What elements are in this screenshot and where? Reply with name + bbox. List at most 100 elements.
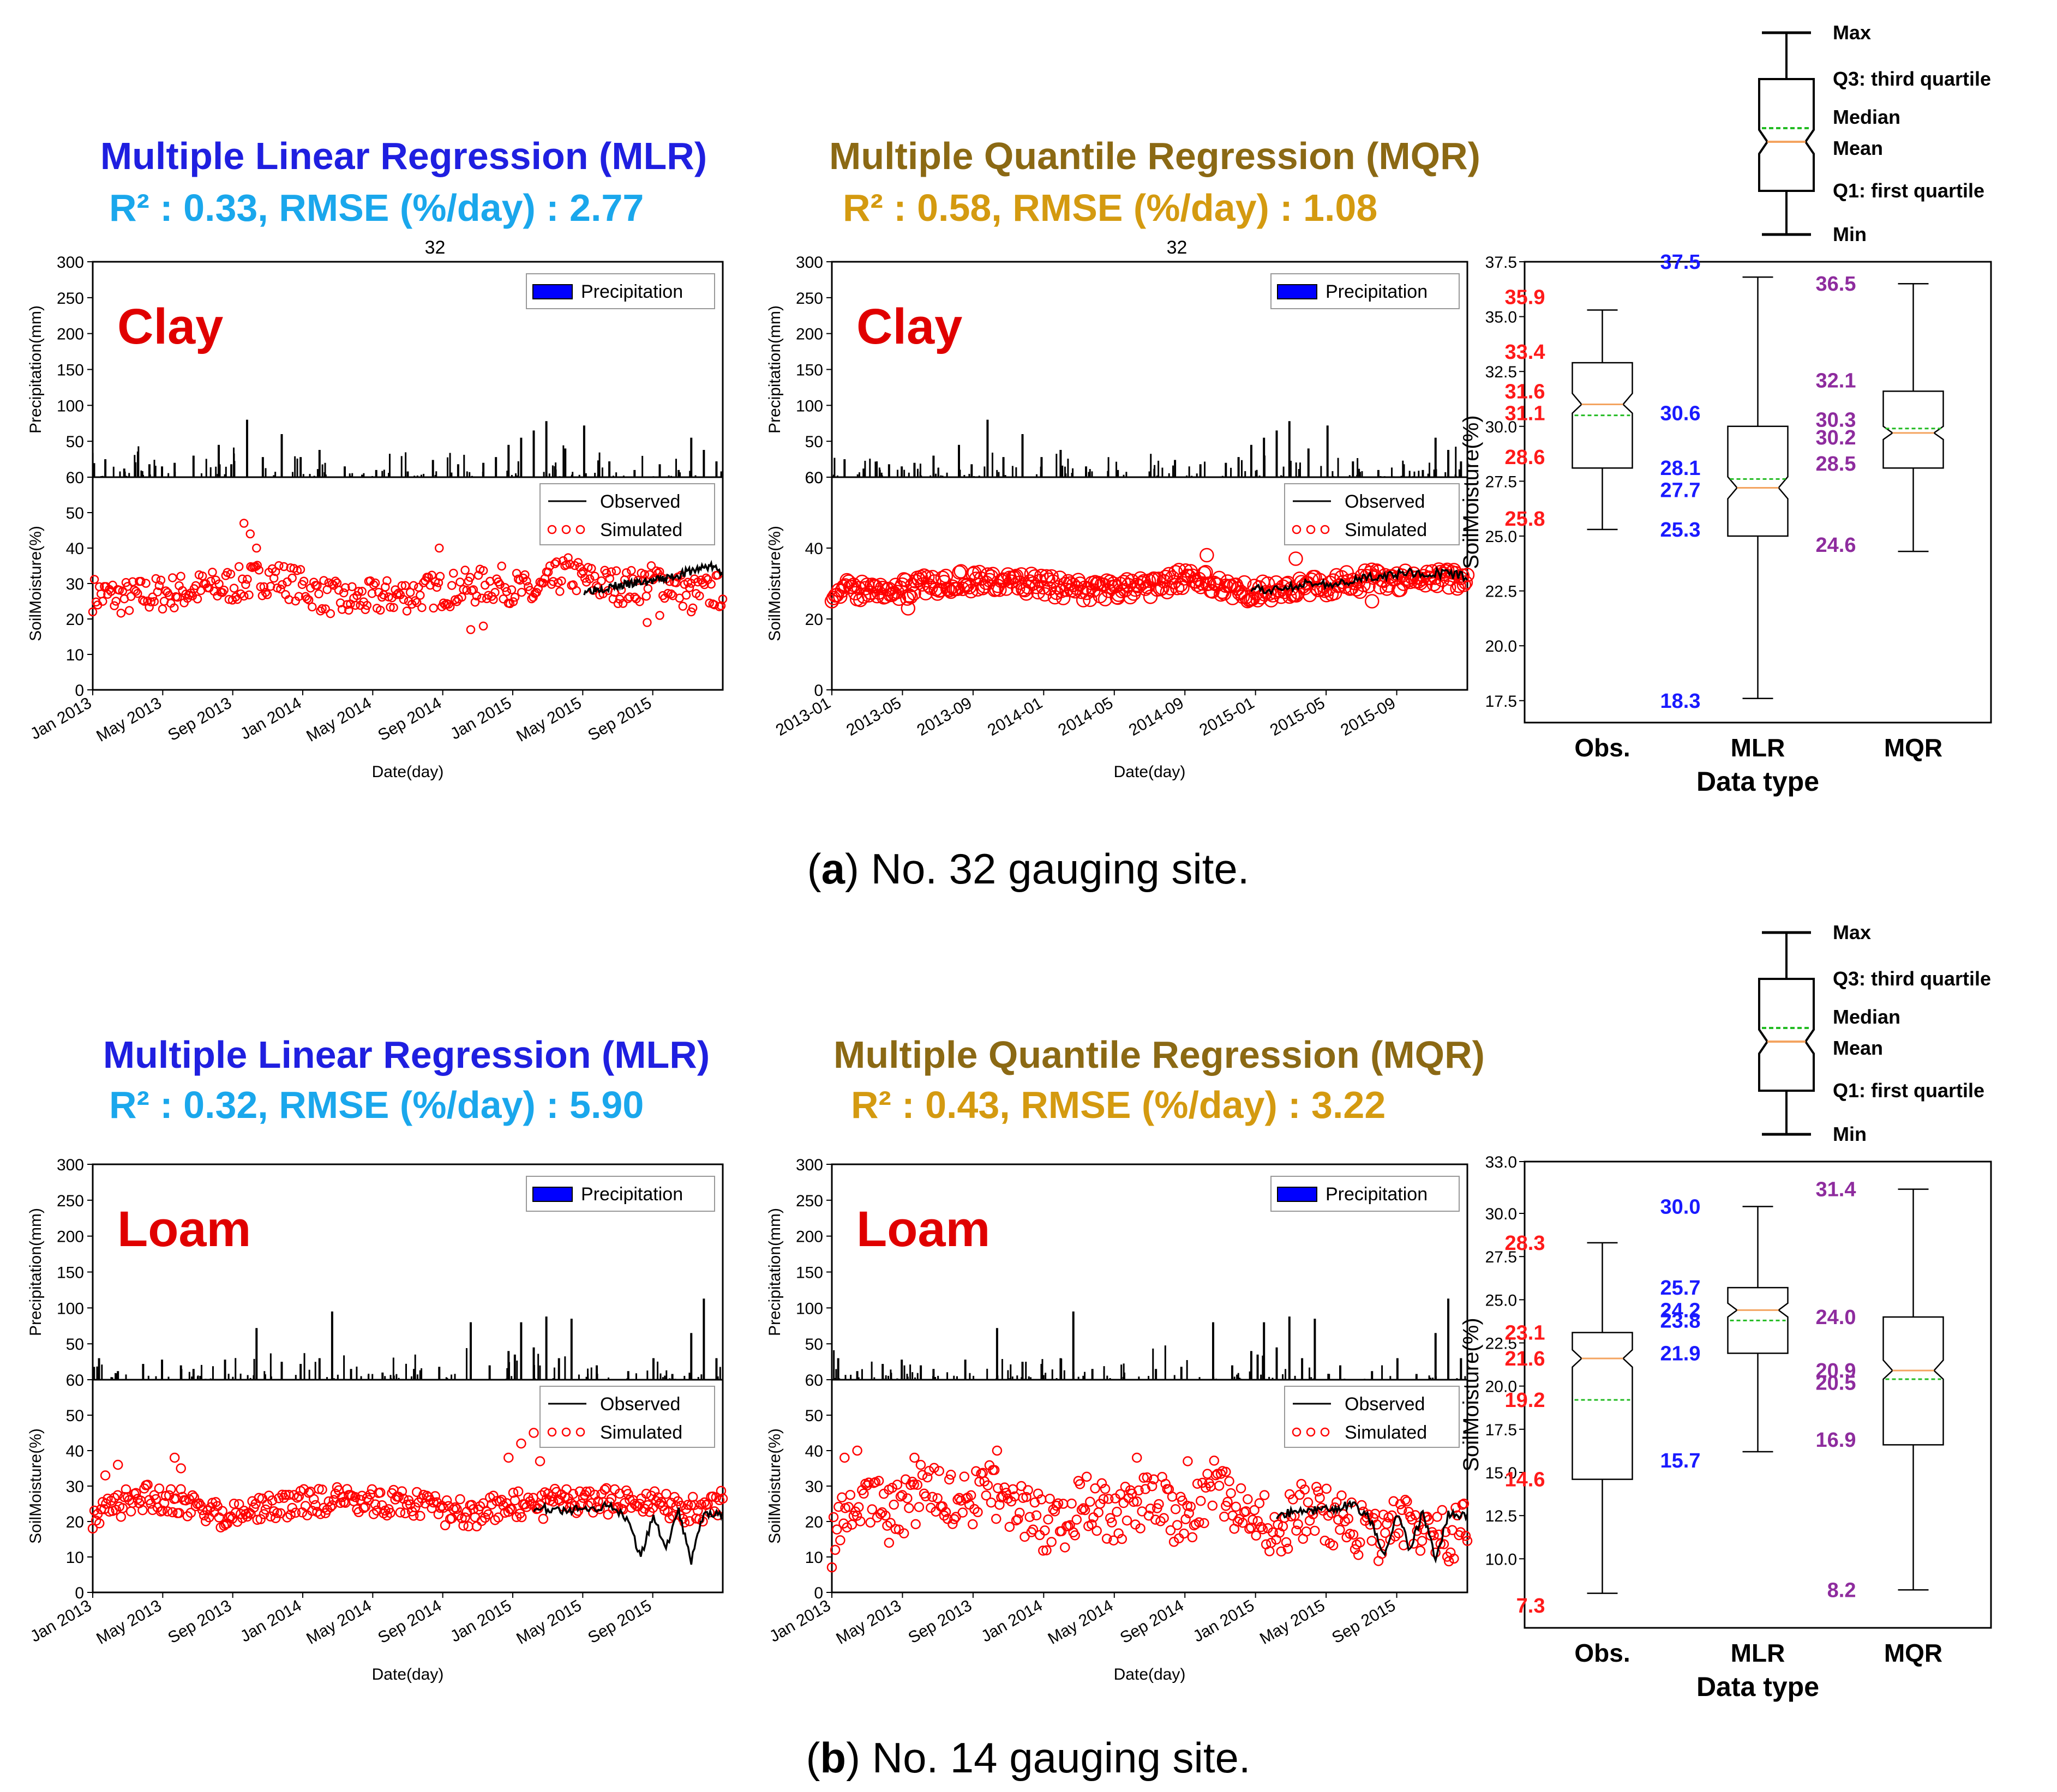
x-axis-label: Date(day) [1114,1665,1186,1683]
simulated-point [909,1452,920,1463]
simulated-point [826,591,841,605]
simulated-point [1440,1527,1451,1537]
simulated-point [517,1512,527,1523]
simulated-point [1221,1466,1231,1477]
simulated-point [1081,1471,1092,1482]
soil-tick-label: 40 [805,1442,823,1460]
box-value-label: 20.9 [1816,1360,1856,1382]
simulated-point [314,589,323,599]
panel-stats: R² : 0.32, RMSE (%/day) : 5.90 [109,1084,644,1126]
simulated-point [299,576,309,586]
simulated-point [471,1521,482,1532]
simulated-point [1184,1508,1194,1519]
precip-tick-label: 200 [796,326,823,344]
simulated-point [535,1456,545,1466]
simulated-point [165,1484,176,1495]
simulated-point [993,1483,1003,1494]
simulated-point [1299,1484,1310,1495]
simulated-point [1256,1522,1267,1532]
box-value-label: 36.5 [1816,273,1856,296]
simulated-point [1138,1472,1149,1483]
simulated-point [1135,1523,1146,1534]
simulated-point [432,582,442,592]
simulated-point [1129,1496,1139,1507]
box-obs: 35.9 33.4 31.631.1 28.6 25.8 Obs. [1505,286,1633,762]
simulated-point [416,591,425,600]
simulated-point [154,581,164,591]
simulated-point [393,1492,404,1502]
simulated-point [455,578,465,587]
legend-q1-label: Q1: first quartile [1833,179,1984,202]
precip-tick-label: 150 [57,362,84,380]
simulated-point [1365,594,1380,609]
simulated-point [302,594,312,604]
simulated-point [1259,1490,1270,1500]
simulated-point [1033,1488,1044,1499]
simulated-point [435,543,444,553]
simulated-point [898,1528,909,1538]
simulated-point [885,1518,896,1528]
soil-tick-label: 0 [75,682,84,700]
simulated-point [701,573,711,583]
soil-tick-label: 60 [805,469,823,487]
simulated-point [1315,1493,1325,1503]
simulated-point [208,567,217,577]
simulated-point [1309,581,1324,596]
simulated-point [89,1505,100,1516]
simulated-point [853,1502,864,1512]
simulated-point [187,1490,198,1501]
soil-tick-label: 20 [66,1513,84,1531]
simulated-point [1177,1495,1188,1506]
soil-legend [1284,483,1460,545]
simulated-point [1170,581,1185,596]
simulated-point [586,564,596,573]
simulated-point [279,562,289,572]
simulated-point [1426,576,1441,592]
simulated-point [313,581,322,590]
simulated-point [358,1503,369,1513]
precip-tick-label: 150 [57,1264,84,1282]
simulated-point [439,598,448,608]
box-ytick-label: 25.0 [1485,528,1517,546]
simulated-point [1196,1495,1206,1506]
simulated-point [362,600,372,610]
box-category-label: MQR [1884,733,1942,762]
simulated-point [433,1509,444,1519]
simulated-point [678,602,688,611]
simulated-point [1237,1518,1248,1528]
box-value-label: 24.0 [1816,1306,1856,1329]
simulated-point [538,1513,549,1524]
simulated-point [989,1465,1000,1475]
simulated-point [1327,586,1342,600]
simulated-point [167,1507,178,1518]
simulated-point [272,1508,283,1518]
boxplot-frame [1524,1160,1992,1629]
simulated-point [300,1501,311,1511]
soil-tick-label: 10 [805,1549,823,1567]
precip-ylabel: Precipitation(mm) [766,1208,784,1336]
simulated-point [170,603,179,612]
soil-tick-label: 40 [66,1442,84,1460]
simulated-point [1019,1531,1030,1542]
precip-tick-label: 150 [796,1264,823,1282]
simulated-point [133,588,142,598]
box-value-label: 15.7 [1660,1450,1701,1472]
simulated-point [1251,1530,1261,1541]
simulated-point [585,574,595,584]
box-value-label: 31.6 [1505,380,1545,403]
simulated-point [959,1471,970,1482]
simulated-point [287,573,297,583]
simulated-point [555,587,565,596]
box-body [1882,1316,1944,1446]
soil-tick-label: 20 [805,611,823,629]
simulated-point [130,1488,141,1499]
simulated-point [162,1506,173,1517]
simulated-point [914,1502,925,1512]
box-value-label: 31.4 [1816,1178,1856,1201]
simulated-point [239,519,249,528]
soil-type-label: Loam [856,1201,990,1257]
soil-type-label: Clay [856,299,962,354]
box-category-label: MLR [1731,1639,1785,1667]
timeseries-panel-b-mlr: Multiple Linear Regression (MLR) R² : 0.3… [27,1033,728,1683]
simulated-point [1087,1519,1097,1530]
